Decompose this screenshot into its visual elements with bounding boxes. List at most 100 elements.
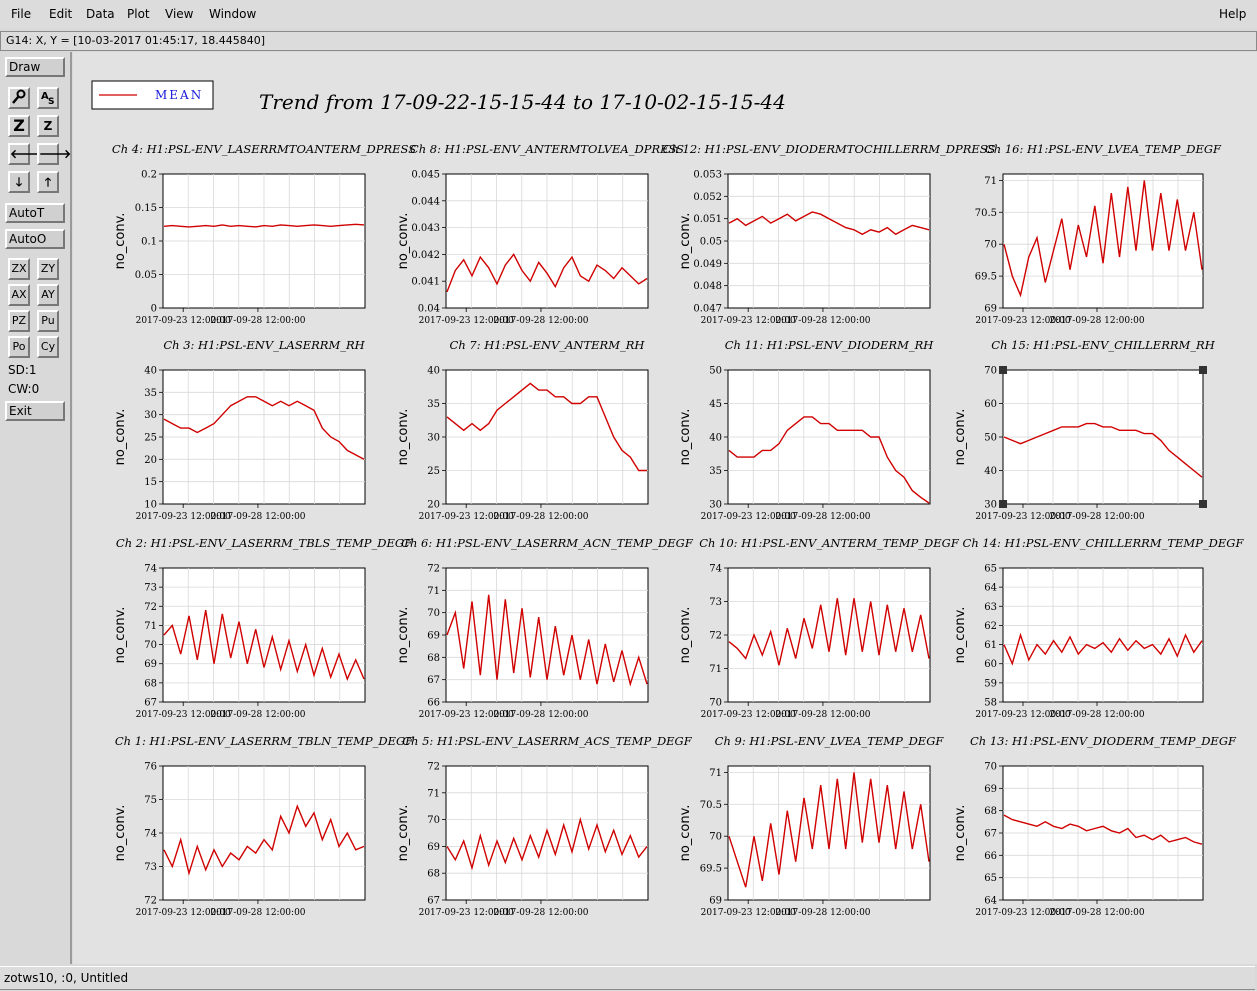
series-line-mean [446,253,648,293]
plots-area[interactable]: MEAN Trend from 17-09-22-15-15-44 to 17-1… [73,52,1257,964]
y-tick-label: 20 [427,500,440,511]
y-tick-label: 71 [709,664,722,675]
y-tick-label: 71 [427,788,440,799]
y-tick-label: 60 [984,659,997,670]
pan-up-button[interactable]: 🡑 [37,171,59,193]
plot-canvas[interactable]: MEAN Trend from 17-09-22-15-15-44 to 17-1… [73,52,1257,964]
y-tick-label: 69 [427,842,440,853]
menu-window[interactable]: Window [209,7,257,21]
x-tick-label: 2017-09-23 12:00:00 [975,710,1070,720]
y-tick-label: 0.053 [693,170,722,181]
plot-title: Ch 12: H1:PSL-ENV_DIODERMTOCHILLERRM_DPR… [663,142,996,156]
y-tick-label: 70 [709,698,722,709]
y-tick-label: 63 [984,602,997,613]
po-button[interactable]: Po [8,336,30,358]
series-line-mean [163,396,365,460]
x-tick-label: 2017-09-28 12:00:00 [493,908,588,918]
draw-button[interactable]: Draw [5,57,65,77]
y-tick-label: 74 [144,829,157,840]
y-axis-label: no_conv. [678,409,693,466]
pan-right-button[interactable]: 🡒 [37,143,71,165]
x-tick-label: 2017-09-28 12:00:00 [775,908,870,918]
text-tool-button[interactable]: A S [37,87,59,109]
zoom-in-big-button[interactable]: Z [8,115,30,137]
pan-left-button[interactable]: 🡐 [8,143,42,165]
selection-handle[interactable] [1199,500,1207,508]
exit-button[interactable]: Exit [5,401,65,421]
y-tick-label: 70 [427,815,440,826]
cw-readout: CW:0 [8,382,40,396]
zx-button[interactable]: ZX [8,258,30,280]
menu-help[interactable]: Help [1219,7,1247,21]
x-tick-label: 2017-09-23 12:00:00 [419,908,514,918]
y-tick-label: 74 [709,564,722,575]
y-tick-label: 71 [144,621,157,632]
y-tick-label: 25 [144,433,157,444]
x-tick-label: 2017-09-28 12:00:00 [1049,908,1144,918]
y-tick-label: 30 [144,410,157,421]
y-axis-label: no_conv. [678,213,693,270]
menu-view[interactable]: View [165,7,194,21]
x-tick-label: 2017-09-23 12:00:00 [136,512,231,522]
y-tick-label: 70.5 [975,208,997,219]
autot-button[interactable]: AutoT [5,203,65,223]
y-tick-label: 69.5 [700,864,722,875]
pointer-tool-button[interactable] [8,87,30,109]
menu-edit[interactable]: Edit [49,7,73,21]
y-axis-label: no_conv. [953,805,968,862]
arrow-down-icon: 🡓 [15,175,23,189]
plot-title: Ch 15: H1:PSL-ENV_CHILLERRM_RH [991,338,1215,352]
y-tick-label: 0.051 [693,214,722,225]
pan-down-button[interactable]: 🡓 [8,171,30,193]
y-tick-label: 67 [427,675,440,686]
x-tick-label: 2017-09-28 12:00:00 [493,512,588,522]
y-tick-label: 35 [709,466,722,477]
ax-button[interactable]: AX [8,284,30,306]
cy-button[interactable]: Cy [37,336,59,358]
x-tick-label: 2017-09-28 12:00:00 [210,512,305,522]
zy-button[interactable]: ZY [37,258,59,280]
x-tick-label: 2017-09-23 12:00:00 [419,710,514,720]
plot-title: Ch 7: H1:PSL-ENV_ANTERM_RH [450,338,646,352]
series-line-mean [1003,180,1203,298]
y-tick-label: 70 [984,240,997,251]
menu-file[interactable]: File [11,7,32,21]
x-tick-label: 2017-09-28 12:00:00 [775,316,870,326]
y-tick-label: 65 [984,873,997,884]
y-tick-label: 68 [984,806,997,817]
y-tick-label: 64 [984,896,997,907]
y-tick-label: 40 [709,433,722,444]
selection-handle[interactable] [999,366,1007,374]
y-tick-label: 72 [427,762,440,773]
series-line-mean [1003,632,1203,666]
y-axis-label: no_conv. [396,805,411,862]
x-tick-label: 2017-09-23 12:00:00 [136,710,231,720]
selection-handle[interactable] [999,500,1007,508]
plot-title: Ch 5: H1:PSL-ENV_LASERRM_ACS_TEMP_DEGF [402,734,692,748]
plot-title: Ch 3: H1:PSL-ENV_LASERRM_RH [163,338,365,352]
pz-button[interactable]: PZ [8,310,30,332]
selection-handle[interactable] [1199,366,1207,374]
coordinate-readout: G14: X, Y = [10-03-2017 01:45:17, 18.445… [0,31,1257,51]
y-tick-label: 69.5 [975,272,997,283]
zoom-in-small-button[interactable]: Z [37,115,59,137]
y-tick-label: 70 [427,608,440,619]
autoo-button[interactable]: AutoO [5,229,65,249]
x-tick-label: 2017-09-23 12:00:00 [701,710,796,720]
menu-data[interactable]: Data [86,7,115,21]
pu-button[interactable]: Pu [37,310,59,332]
y-axis-label: no_conv. [396,409,411,466]
y-axis-label: no_conv. [678,805,693,862]
x-tick-label: 2017-09-23 12:00:00 [701,512,796,522]
y-tick-label: 15 [144,477,157,488]
y-tick-label: 70 [984,762,997,773]
arrow-up-icon: 🡑 [44,175,52,189]
y-tick-label: 76 [144,762,157,773]
x-tick-label: 2017-09-23 12:00:00 [419,316,514,326]
x-tick-label: 2017-09-23 12:00:00 [136,908,231,918]
x-tick-label: 2017-09-28 12:00:00 [775,710,870,720]
arrow-left-icon: 🡐 [10,147,43,161]
ay-button[interactable]: AY [37,284,59,306]
y-tick-label: 68 [427,653,440,664]
menu-plot[interactable]: Plot [127,7,150,21]
